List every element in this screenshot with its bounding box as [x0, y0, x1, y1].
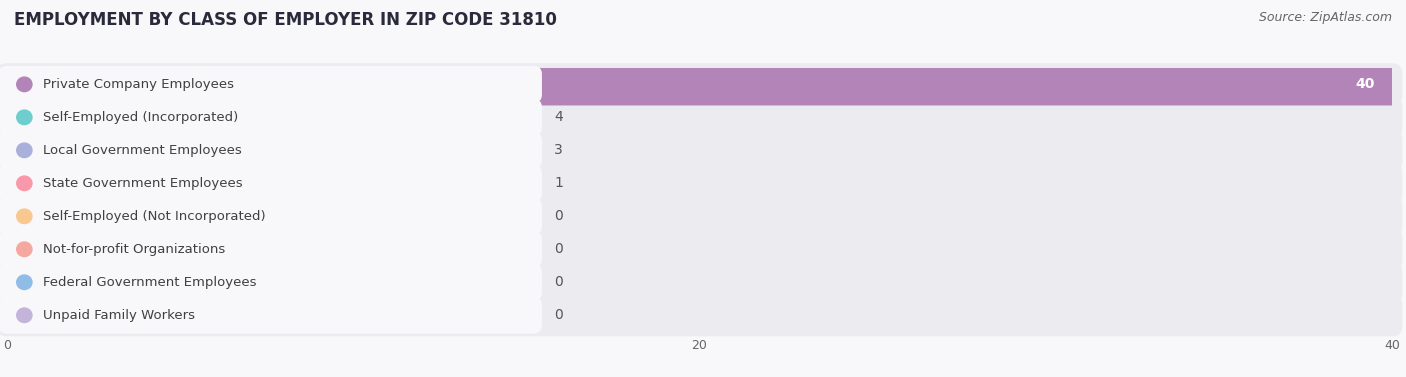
Circle shape — [17, 176, 32, 191]
FancyBboxPatch shape — [0, 162, 52, 204]
Text: Not-for-profit Organizations: Not-for-profit Organizations — [44, 243, 225, 256]
Text: EMPLOYMENT BY CLASS OF EMPLOYER IN ZIP CODE 31810: EMPLOYMENT BY CLASS OF EMPLOYER IN ZIP C… — [14, 11, 557, 29]
FancyBboxPatch shape — [0, 264, 541, 301]
FancyBboxPatch shape — [0, 165, 541, 202]
FancyBboxPatch shape — [0, 261, 1402, 303]
Text: 0: 0 — [554, 308, 562, 322]
Text: Local Government Employees: Local Government Employees — [44, 144, 242, 157]
Text: 0: 0 — [554, 275, 562, 289]
Text: State Government Employees: State Government Employees — [44, 177, 243, 190]
Text: 1: 1 — [554, 176, 562, 190]
FancyBboxPatch shape — [0, 195, 1402, 238]
Text: 4: 4 — [554, 110, 562, 124]
FancyBboxPatch shape — [0, 63, 1402, 106]
FancyBboxPatch shape — [0, 231, 541, 268]
Text: 40: 40 — [1355, 77, 1375, 91]
Circle shape — [17, 308, 32, 323]
FancyBboxPatch shape — [0, 162, 1402, 204]
Circle shape — [17, 242, 32, 257]
FancyBboxPatch shape — [0, 297, 541, 334]
FancyBboxPatch shape — [0, 66, 541, 103]
FancyBboxPatch shape — [0, 63, 1402, 106]
Circle shape — [17, 143, 32, 158]
FancyBboxPatch shape — [0, 228, 1402, 270]
FancyBboxPatch shape — [0, 96, 156, 138]
Circle shape — [17, 209, 32, 224]
Text: 0: 0 — [554, 209, 562, 223]
Text: 3: 3 — [554, 143, 562, 157]
FancyBboxPatch shape — [0, 198, 541, 235]
Text: Self-Employed (Incorporated): Self-Employed (Incorporated) — [44, 111, 239, 124]
Circle shape — [17, 275, 32, 290]
FancyBboxPatch shape — [0, 294, 1402, 336]
Text: Self-Employed (Not Incorporated): Self-Employed (Not Incorporated) — [44, 210, 266, 223]
Text: 0: 0 — [554, 242, 562, 256]
Text: Federal Government Employees: Federal Government Employees — [44, 276, 257, 289]
Circle shape — [17, 110, 32, 125]
Text: Source: ZipAtlas.com: Source: ZipAtlas.com — [1258, 11, 1392, 24]
FancyBboxPatch shape — [0, 96, 1402, 138]
FancyBboxPatch shape — [0, 129, 121, 172]
Circle shape — [17, 77, 32, 92]
FancyBboxPatch shape — [0, 99, 541, 136]
FancyBboxPatch shape — [0, 132, 541, 169]
FancyBboxPatch shape — [0, 129, 1402, 172]
Text: Unpaid Family Workers: Unpaid Family Workers — [44, 309, 195, 322]
Text: Private Company Employees: Private Company Employees — [44, 78, 235, 91]
